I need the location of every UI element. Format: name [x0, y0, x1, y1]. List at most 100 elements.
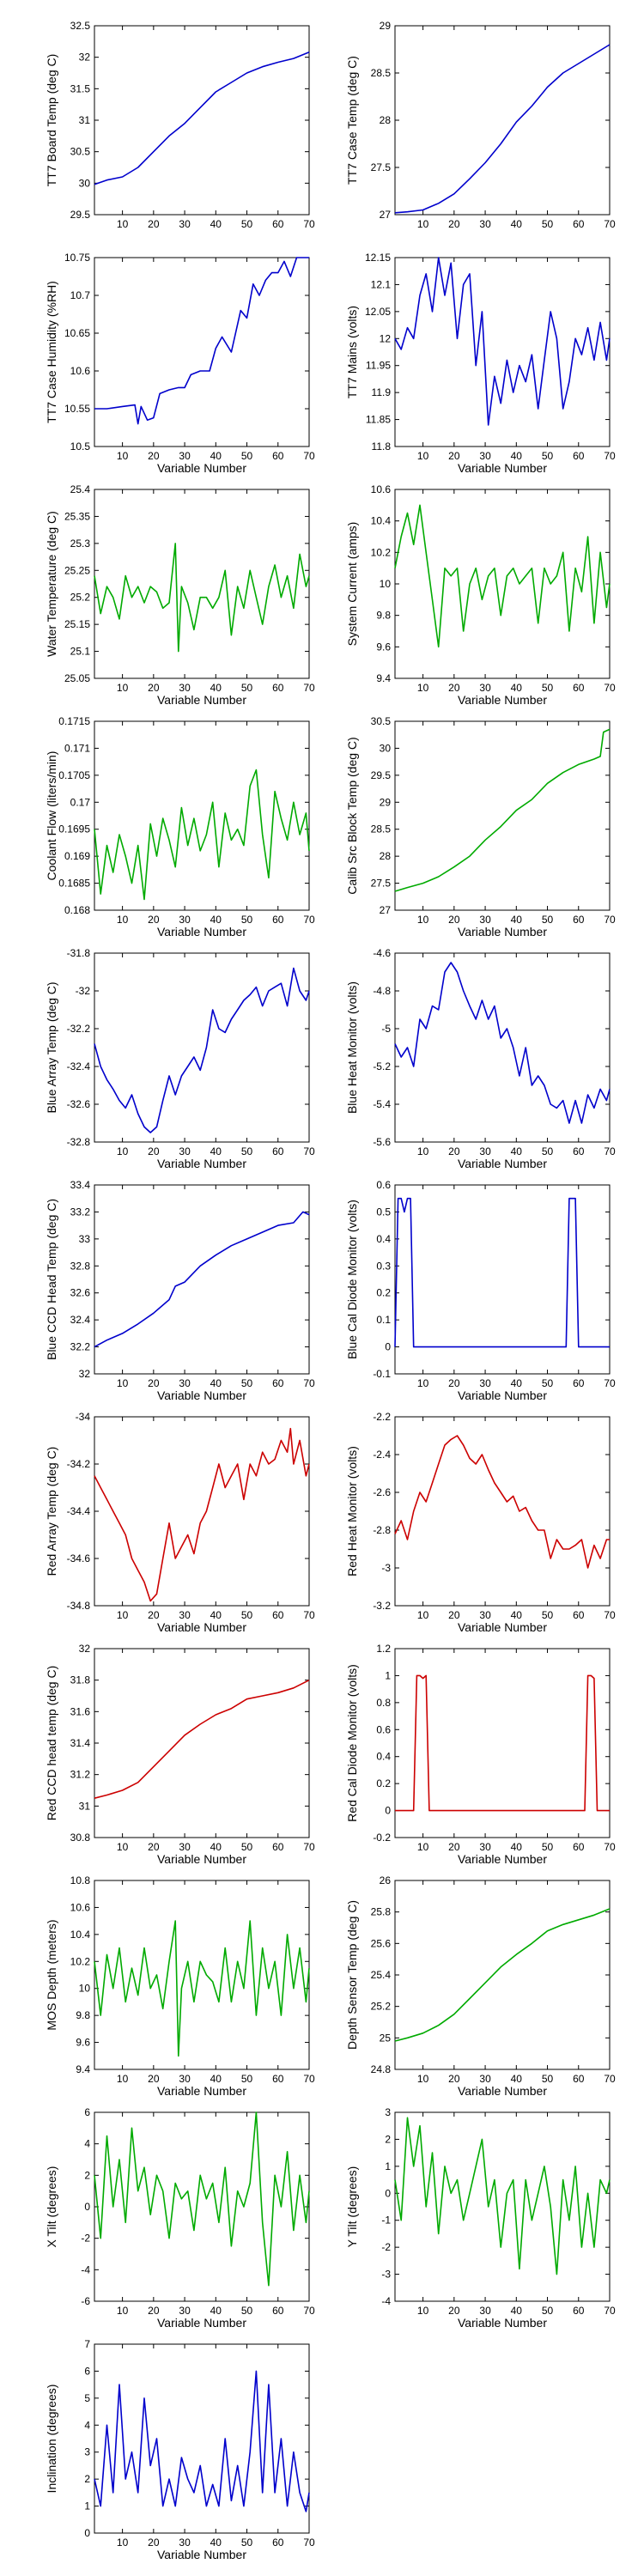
y-axis-label: TT7 Mains (volts) — [345, 306, 359, 398]
y-tick-label: 10.6 — [70, 365, 91, 377]
x-tick-label: 70 — [604, 1841, 616, 1853]
y-tick-label: 0.6 — [376, 1723, 391, 1735]
chart-panel-5: 25.05 25.1 25.15 25.2 25.25 25.3 25.35 25.4 10 20… — [45, 483, 315, 707]
x-tick-label: 60 — [573, 450, 585, 462]
y-tick-label: 25.8 — [371, 1906, 392, 1918]
x-axis-label: Variable Number — [458, 1620, 547, 1634]
x-tick-label: 40 — [511, 1841, 523, 1853]
x-tick-label: 50 — [241, 2305, 253, 2317]
y-tick-label: 25.15 — [64, 618, 90, 630]
x-tick-label: 40 — [511, 914, 523, 926]
y-tick-label: 2 — [84, 2473, 90, 2485]
x-tick-label: 20 — [148, 914, 160, 926]
y-axis-label: Water Temperature (deg C) — [45, 511, 58, 657]
x-tick-label: 70 — [303, 682, 315, 694]
y-tick-label: 7 — [84, 2338, 90, 2350]
x-tick-label: 60 — [272, 1145, 284, 1157]
y-tick-label: -1 — [381, 2215, 391, 2227]
x-tick-label: 40 — [511, 2305, 523, 2317]
y-tick-label: 0.4 — [376, 1233, 391, 1245]
y-tick-label: 25.2 — [70, 592, 91, 604]
x-tick-label: 20 — [448, 1841, 460, 1853]
y-tick-label: 12.1 — [371, 278, 392, 290]
x-axis-label: Variable Number — [458, 925, 547, 939]
y-axis-label: TT7 Board Temp (deg C) — [45, 54, 58, 187]
x-tick-label: 30 — [479, 1145, 491, 1157]
y-tick-label: 33 — [79, 1233, 91, 1245]
series-line — [94, 543, 310, 653]
y-tick-label: 0.1705 — [58, 769, 90, 781]
x-tick-label: 30 — [179, 1609, 191, 1621]
x-tick-label: 60 — [573, 1841, 585, 1853]
y-tick-label: 28 — [380, 850, 392, 862]
plot-area — [394, 720, 611, 911]
x-tick-label: 10 — [417, 2305, 429, 2317]
x-tick-label: 40 — [511, 682, 523, 694]
y-tick-label: 9.6 — [76, 2037, 90, 2049]
y-tick-label: 0.1695 — [58, 823, 90, 835]
y-tick-label: 0.3 — [376, 1260, 391, 1272]
y-axis-label: Red Array Temp (deg C) — [45, 1447, 58, 1577]
y-tick-label: 28.5 — [371, 823, 392, 835]
y-tick-label: 4 — [84, 2138, 90, 2150]
y-tick-label: 10.8 — [70, 1874, 91, 1886]
y-tick-label: 27 — [380, 209, 392, 221]
y-axis-label: Blue Cal Diode Monitor (volts) — [345, 1200, 359, 1359]
y-tick-label: 28.5 — [371, 67, 392, 79]
y-tick-label: -34.6 — [67, 1552, 91, 1564]
x-tick-label: 40 — [511, 450, 523, 462]
series-line — [94, 1920, 310, 2057]
chart-panel-17: 9.4 9.6 9.8 10 10.2 10.4 10.6 10.8 10 20 30 40 50 60 7… — [45, 1874, 315, 2098]
x-tick-label: 20 — [148, 2537, 160, 2549]
y-tick-label: 31.5 — [70, 82, 91, 94]
y-tick-label: 25.1 — [70, 646, 91, 658]
y-tick-label: 32 — [79, 1368, 91, 1380]
x-axis-label: Variable Number — [458, 461, 547, 475]
x-tick-label: 20 — [448, 1377, 460, 1389]
y-tick-label: 9.6 — [376, 641, 391, 653]
x-tick-label: 20 — [448, 2073, 460, 2085]
x-tick-label: 60 — [573, 218, 585, 230]
y-tick-label: 30.5 — [371, 715, 392, 727]
series-line — [394, 257, 611, 426]
y-axis-label: System Current (amps) — [345, 522, 359, 647]
x-tick-label: 60 — [272, 914, 284, 926]
plot-area — [394, 25, 611, 216]
y-tick-label: 25.6 — [371, 1937, 392, 1949]
x-tick-label: 20 — [148, 1145, 160, 1157]
y-tick-label: 27 — [380, 904, 392, 916]
y-tick-label: -32.8 — [67, 1136, 91, 1148]
plot-area — [94, 720, 310, 911]
y-axis-label: Depth Sensor Temp (deg C) — [345, 1900, 359, 2050]
x-tick-label: 60 — [573, 2305, 585, 2317]
x-tick-label: 30 — [479, 1841, 491, 1853]
x-tick-label: 60 — [272, 2073, 284, 2085]
plot-area — [394, 1880, 611, 2070]
x-tick-label: 10 — [117, 2073, 129, 2085]
x-tick-label: 40 — [511, 1145, 523, 1157]
x-tick-label: 50 — [542, 218, 554, 230]
y-tick-label: -4 — [381, 2295, 391, 2307]
x-tick-label: 20 — [148, 2073, 160, 2085]
series-line — [394, 1435, 610, 1569]
x-tick-label: 70 — [604, 450, 616, 462]
y-tick-label: 10 — [79, 1983, 91, 1995]
x-axis-label: Variable Number — [458, 1852, 547, 1866]
y-tick-label: 10 — [380, 578, 392, 590]
x-tick-label: 30 — [179, 914, 191, 926]
y-tick-label: 0.1 — [376, 1314, 391, 1326]
y-tick-label: -5.4 — [373, 1098, 391, 1110]
y-tick-label: -2.4 — [373, 1449, 391, 1461]
x-tick-label: 30 — [479, 2073, 491, 2085]
x-tick-label: 70 — [303, 2537, 315, 2549]
x-tick-label: 50 — [542, 1609, 554, 1621]
series-line — [94, 52, 310, 185]
y-tick-label: 31.4 — [70, 1737, 91, 1749]
y-tick-label: -34.2 — [67, 1458, 91, 1470]
x-tick-label: 20 — [448, 914, 460, 926]
x-tick-label: 10 — [117, 682, 129, 694]
x-tick-label: 50 — [241, 1377, 253, 1389]
x-tick-label: 70 — [303, 1609, 315, 1621]
series-line — [394, 1197, 610, 1348]
y-tick-label: 10.2 — [371, 546, 392, 558]
